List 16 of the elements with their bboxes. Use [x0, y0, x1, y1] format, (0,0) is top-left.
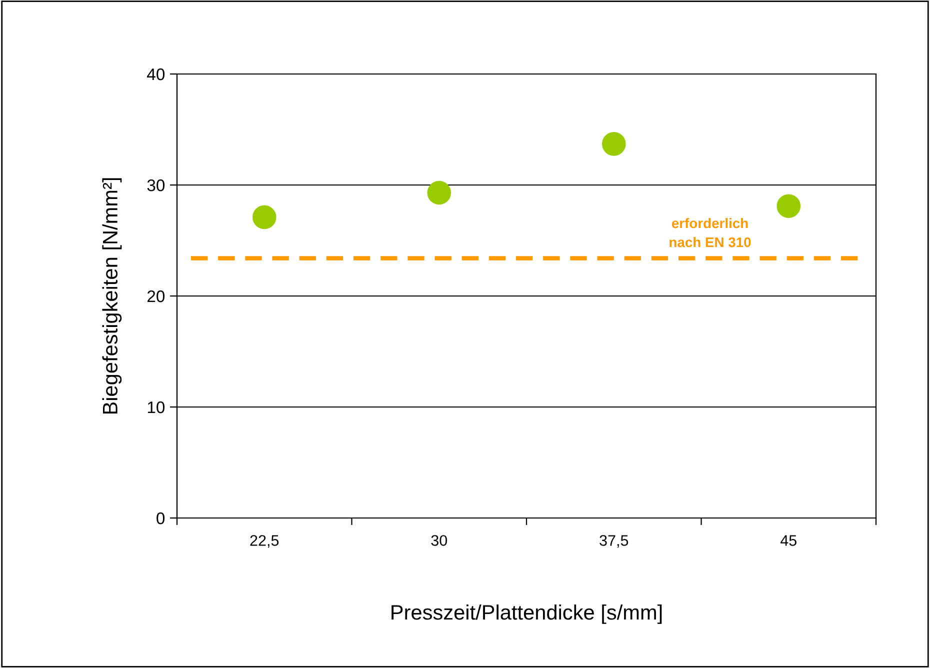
y-tick-label: 40	[147, 68, 165, 80]
point	[427, 180, 452, 205]
point	[776, 194, 801, 218]
y-axis-title: Biegefestigkeiten [N/mm²]	[102, 178, 122, 414]
y-tick-label: 30	[147, 179, 165, 192]
y-tick-label: 20	[147, 290, 165, 302]
ref-line-label: erforderlich nach EN 310	[670, 218, 751, 248]
x-axis-title: Presszeit/Plattendicke [s/mm]	[392, 604, 662, 624]
x-tick-label: 30	[431, 535, 448, 546]
y-tick-label: 0	[156, 512, 165, 524]
point	[252, 205, 276, 230]
point	[602, 132, 626, 156]
x-tick-label: 37,5	[600, 535, 628, 548]
y-tick-label: 10	[148, 401, 165, 414]
x-tick-label: 22,5	[250, 535, 279, 548]
x-tick-label: 45	[780, 535, 796, 546]
